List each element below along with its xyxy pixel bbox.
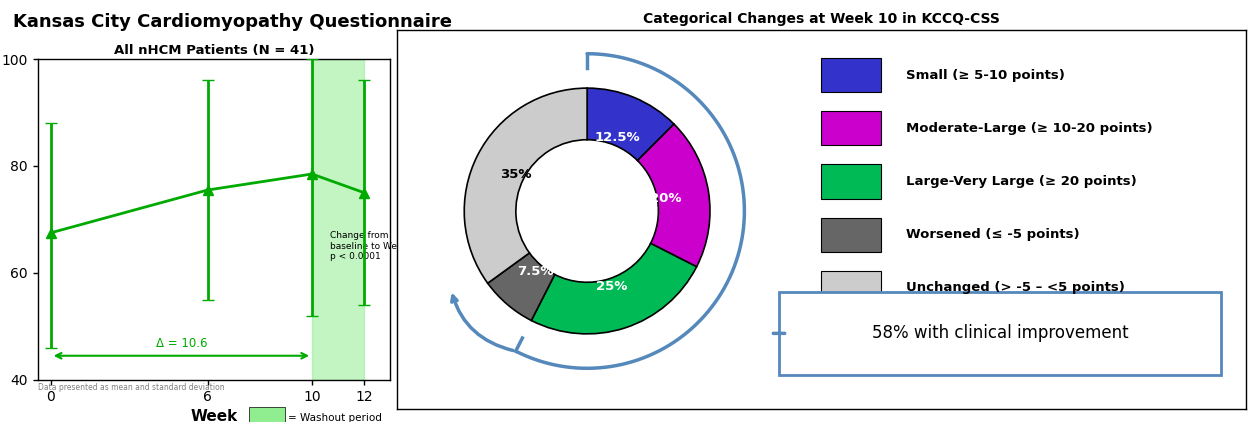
FancyBboxPatch shape — [821, 218, 881, 252]
Text: 7.5%: 7.5% — [517, 265, 554, 278]
Text: Data presented as mean and standard deviation: Data presented as mean and standard devi… — [38, 383, 224, 392]
Text: Δ = 10.6: Δ = 10.6 — [156, 338, 208, 350]
Text: Moderate-Large (≥ 10-20 points): Moderate-Large (≥ 10-20 points) — [906, 122, 1153, 135]
Text: Large-Very Large (≥ 20 points): Large-Very Large (≥ 20 points) — [906, 175, 1137, 188]
X-axis label: Week: Week — [190, 409, 238, 422]
FancyBboxPatch shape — [821, 111, 881, 145]
Bar — [249, 407, 285, 422]
FancyBboxPatch shape — [821, 58, 881, 92]
Text: Kansas City Cardiomyopathy Questionnaire: Kansas City Cardiomyopathy Questionnaire — [13, 13, 452, 31]
Text: Worsened (≤ -5 points): Worsened (≤ -5 points) — [906, 228, 1080, 241]
Title: Categorical Changes at Week 10 in KCCQ-CSS: Categorical Changes at Week 10 in KCCQ-C… — [643, 11, 1000, 26]
FancyBboxPatch shape — [821, 271, 881, 305]
Wedge shape — [487, 253, 555, 320]
Text: 58% with clinical improvement: 58% with clinical improvement — [871, 325, 1128, 342]
Wedge shape — [587, 88, 674, 161]
Text: Unchanged (> -5 – <5 points): Unchanged (> -5 – <5 points) — [906, 281, 1126, 294]
Bar — [312, 59, 364, 380]
Title: All nHCM Patients (N = 41): All nHCM Patients (N = 41) — [113, 43, 315, 57]
Text: 25%: 25% — [596, 280, 627, 293]
Text: 20%: 20% — [650, 192, 681, 205]
Wedge shape — [637, 124, 710, 267]
Text: 12.5%: 12.5% — [594, 131, 641, 144]
Text: Change from
baseline to Week 10
p < 0.0001: Change from baseline to Week 10 p < 0.00… — [330, 231, 423, 261]
Wedge shape — [465, 88, 587, 283]
FancyBboxPatch shape — [821, 165, 881, 199]
Text: = Washout period: = Washout period — [288, 413, 381, 422]
Text: 35%: 35% — [500, 168, 533, 181]
Wedge shape — [531, 243, 696, 334]
FancyBboxPatch shape — [779, 292, 1221, 375]
Text: Small (≥ 5-10 points): Small (≥ 5-10 points) — [906, 69, 1065, 81]
